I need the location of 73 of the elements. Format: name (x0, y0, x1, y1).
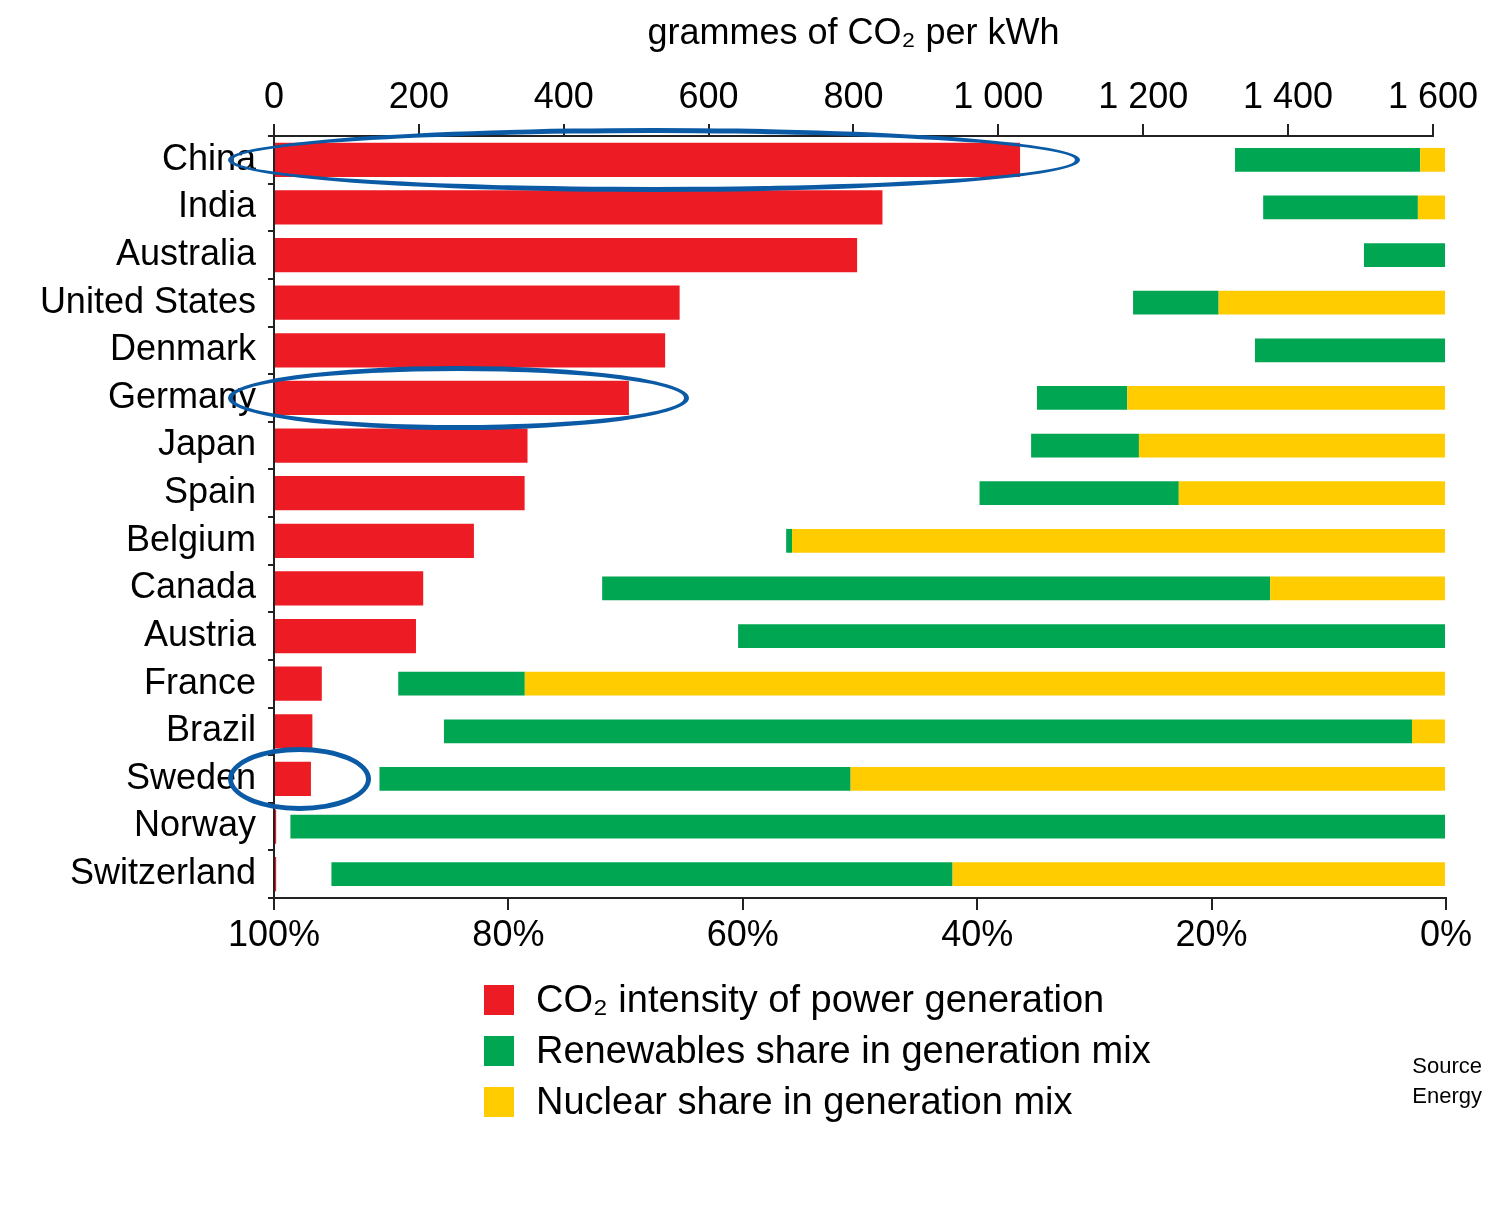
bar (1036, 386, 1128, 410)
bar (738, 624, 1445, 648)
bar (398, 671, 525, 696)
bar (275, 237, 858, 273)
y-tick-label: Belgium (125, 517, 256, 559)
legend-label: CO₂ intensity of power generation (536, 978, 1105, 1021)
bar (379, 767, 851, 791)
y-tick-label: Spain (163, 470, 256, 512)
x-tick-label: 80% (472, 912, 545, 954)
bar (1254, 338, 1445, 363)
bar (1218, 290, 1445, 315)
text: Source (1412, 1052, 1482, 1080)
bar (275, 571, 424, 606)
bar (275, 523, 474, 558)
y-tick-label: Brazil (165, 708, 256, 750)
bar (275, 428, 528, 463)
bar (275, 761, 311, 797)
bar (275, 666, 322, 701)
bar (786, 528, 793, 553)
x2-tick-label: 1 000 (953, 75, 1044, 117)
legend-label: Nuclear share in generation mix (536, 1080, 1073, 1123)
bar (331, 862, 953, 887)
y-tick-label: Canada (129, 565, 257, 607)
x2-tick-label: 1 600 (1387, 75, 1478, 117)
legend-label: Renewables share in generation mix (536, 1029, 1151, 1072)
bar (275, 476, 525, 511)
bar (1420, 147, 1445, 172)
x-tick-label: 40% (941, 912, 1014, 954)
bar (1417, 195, 1445, 220)
y-tick-label: United States (39, 279, 256, 321)
bar (1127, 386, 1445, 410)
text: Energy (1412, 1082, 1482, 1110)
bar (524, 671, 1445, 696)
bar (979, 481, 1179, 506)
y-tick-label: India (177, 184, 257, 226)
bar (1031, 433, 1139, 458)
y-tick-label: Switzerland (69, 851, 256, 893)
y-tick-label: France (143, 660, 256, 702)
bar (602, 576, 1271, 601)
bar (1138, 433, 1445, 458)
y-tick-label: Japan (157, 422, 256, 464)
x2-tick-label: 1 400 (1243, 75, 1334, 117)
bar (1270, 576, 1445, 601)
bar (1363, 243, 1445, 267)
x-tick-label: 60% (706, 912, 779, 954)
bar (275, 380, 629, 416)
x2-tick-label: 1 200 (1098, 75, 1189, 117)
bar (290, 814, 1445, 839)
bar (275, 714, 313, 749)
bar (275, 618, 416, 654)
y-tick-label: Norway (133, 803, 256, 845)
x2-tick-label: 0 (263, 75, 285, 117)
bar (1263, 195, 1418, 220)
bar (443, 719, 1413, 744)
bar (792, 528, 1445, 553)
bar (1412, 719, 1445, 744)
x2-axis-title: grammes of CO₂ per kWh (647, 10, 1060, 52)
x2-tick-label: 600 (678, 75, 739, 117)
bar (1178, 481, 1445, 506)
bar (1133, 290, 1219, 315)
x-tick-label: 0% (1419, 912, 1473, 954)
y-tick-label: Australia (115, 231, 257, 273)
y-tick-label: Austria (143, 612, 257, 654)
x-tick-label: 20% (1175, 912, 1248, 954)
y-tick-label: Denmark (109, 327, 257, 369)
x2-tick-label: 400 (533, 75, 594, 117)
bar (952, 862, 1445, 887)
bar (275, 285, 680, 320)
x2-tick-label: 200 (388, 75, 449, 117)
x-tick-label: 100% (227, 912, 321, 954)
bar (850, 767, 1445, 791)
bar (1235, 147, 1421, 172)
x2-tick-label: 800 (823, 75, 884, 117)
